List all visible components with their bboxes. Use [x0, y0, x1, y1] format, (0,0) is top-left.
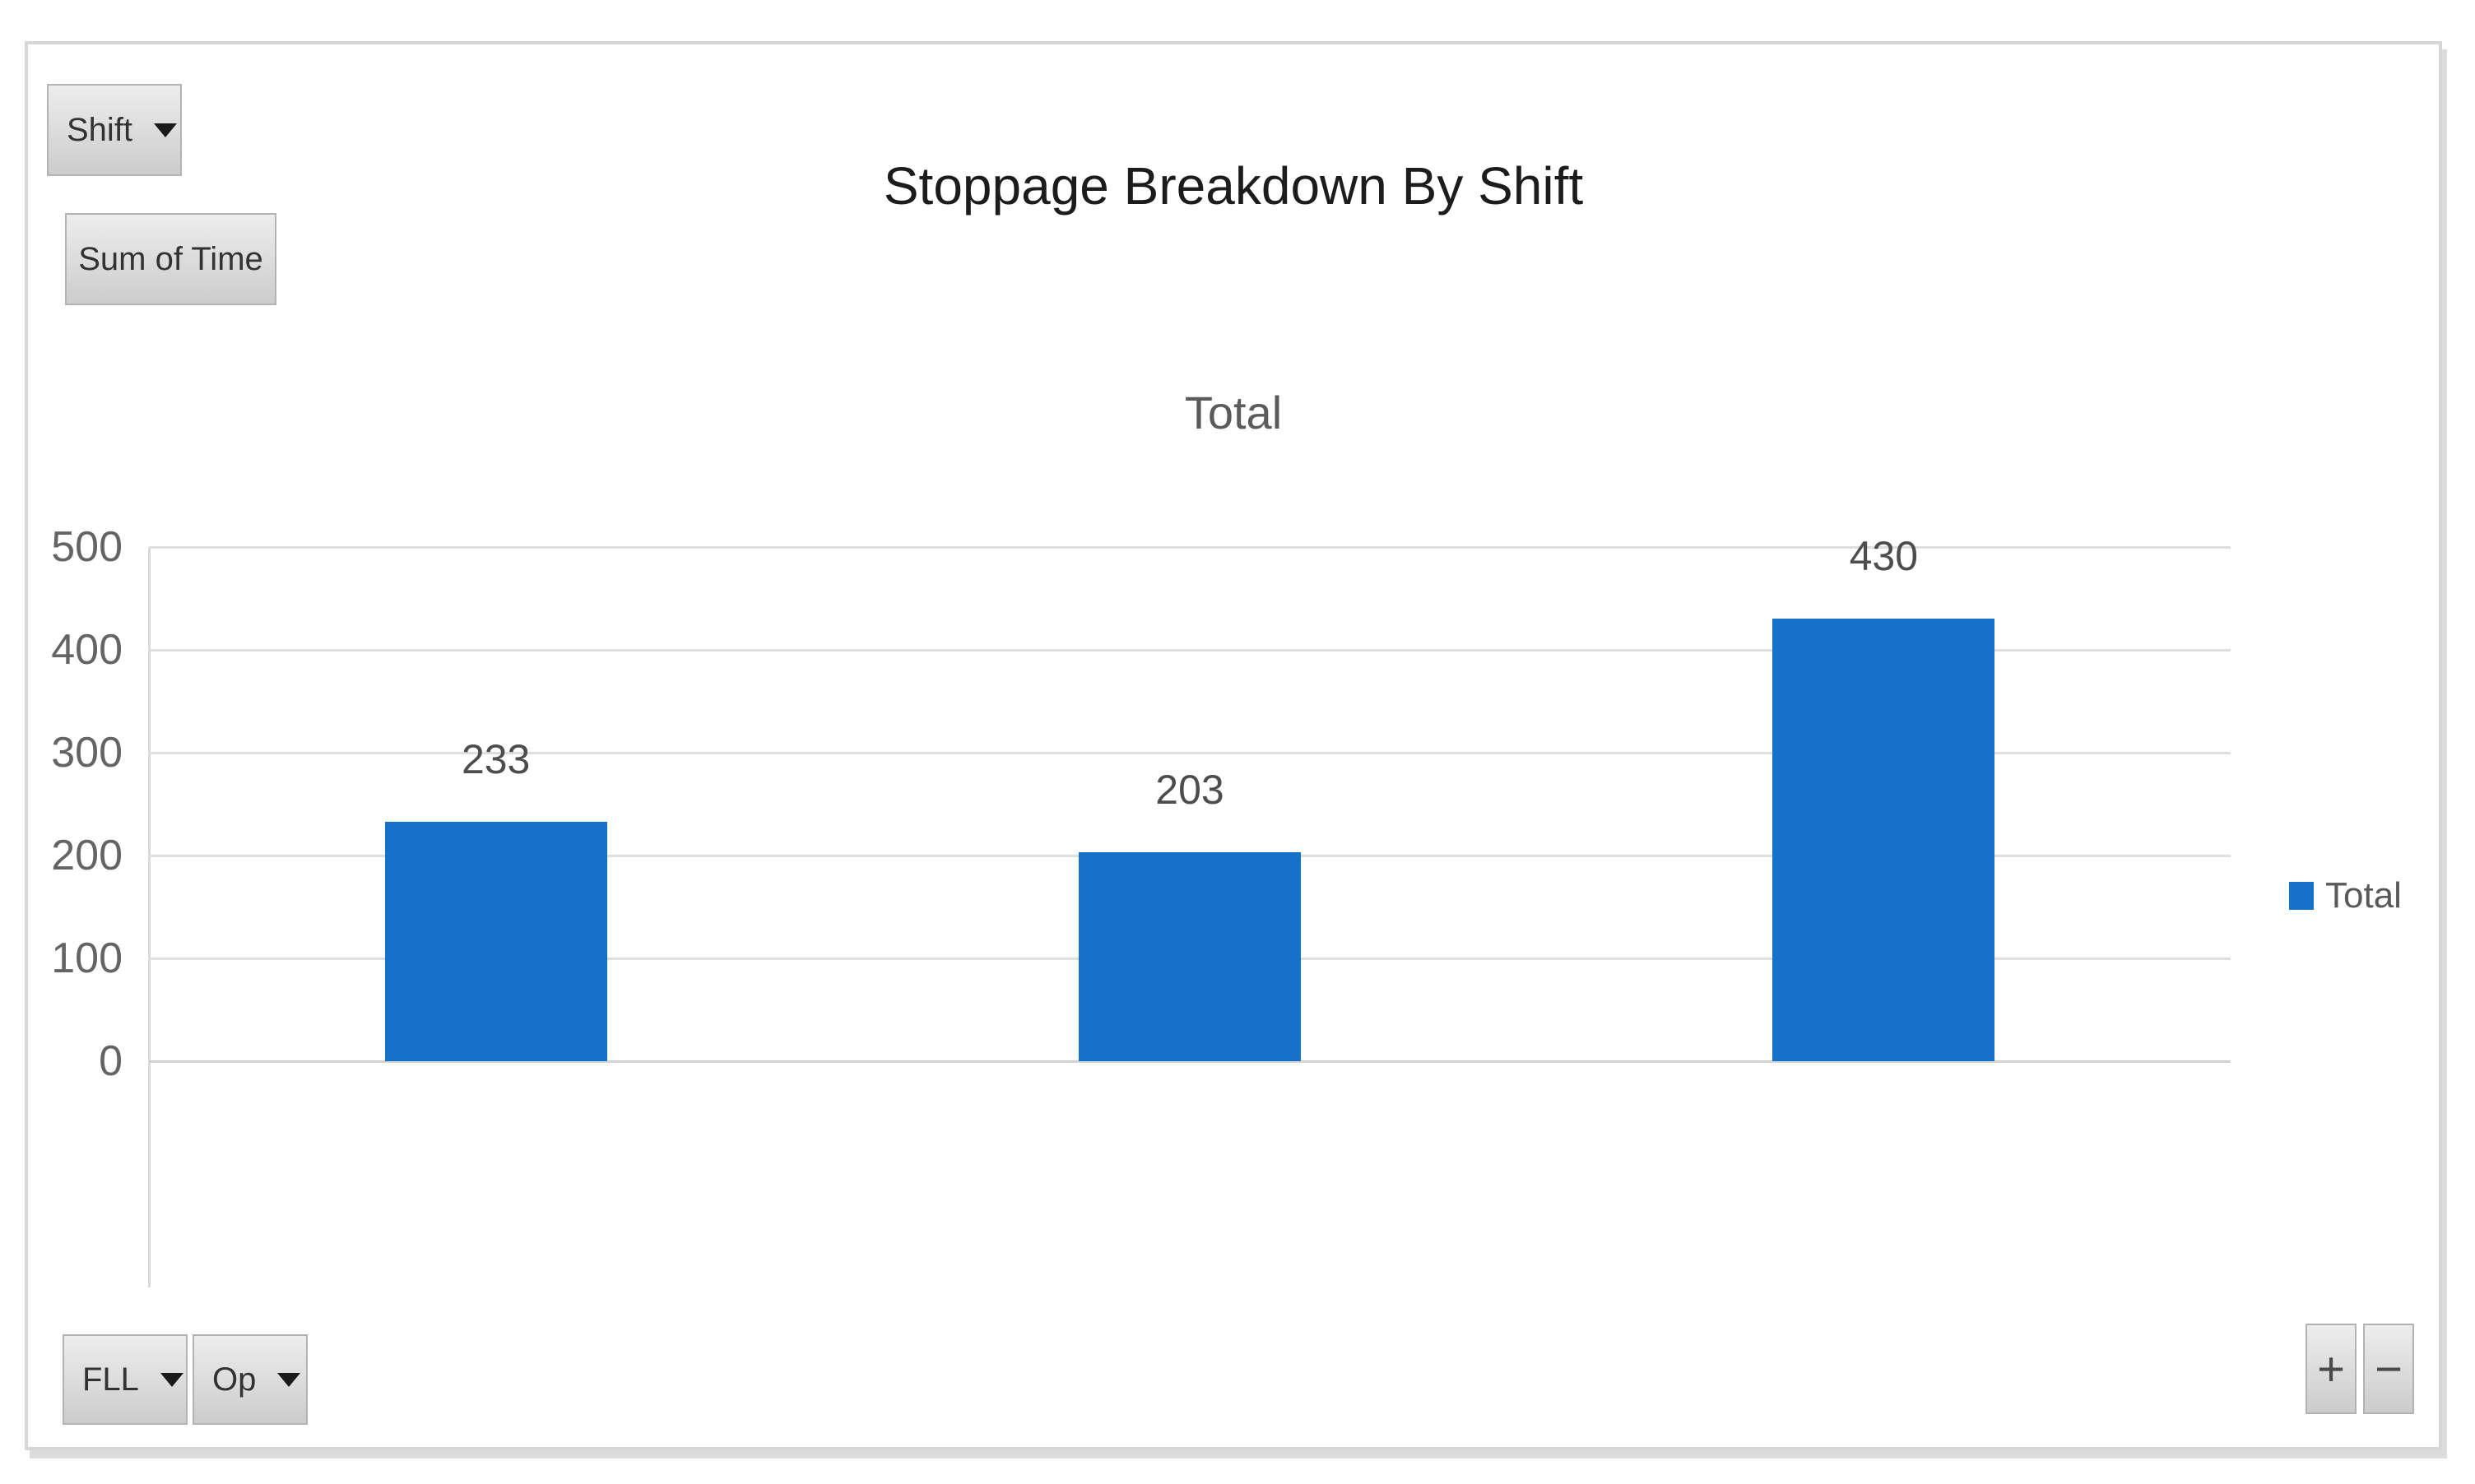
bar-series-total-0[interactable] [385, 822, 607, 1061]
y-axis-tick-label: 200 [51, 832, 123, 879]
legend-marker-icon [2289, 882, 2314, 910]
y-axis-tick-label: 400 [51, 626, 123, 674]
legend-label: Total [2325, 875, 2402, 916]
value-field-label: Sum of Time [78, 240, 263, 277]
bar-series-total-2[interactable] [1772, 619, 1994, 1061]
y-axis-tick-label: 0 [99, 1037, 123, 1085]
data-label: 233 [461, 736, 531, 782]
dropdown-arrow-icon [154, 123, 178, 137]
y-axis-tick-label: 500 [51, 523, 123, 571]
gridline [149, 1060, 2231, 1063]
y-axis-tick-label: 300 [51, 729, 123, 777]
expand-field-button[interactable]: + [2306, 1324, 2357, 1414]
value-field-button-sum-of-time[interactable]: Sum of Time [65, 213, 276, 305]
filter-field-label: FLL [82, 1361, 139, 1398]
dropdown-arrow-icon [160, 1372, 183, 1387]
legend[interactable]: Total [2289, 875, 2402, 916]
filter-field-button-fll[interactable]: FLL [63, 1334, 188, 1425]
chart-subtitle: Total [1184, 387, 1283, 438]
dropdown-arrow-icon [277, 1372, 301, 1387]
axis-field-button-shift[interactable]: Shift [47, 84, 182, 176]
gridline [149, 752, 2231, 754]
data-label: 203 [1155, 767, 1224, 813]
bar-series-total-1[interactable] [1079, 852, 1301, 1061]
data-label: 430 [1849, 533, 1919, 579]
value-axis-line [148, 547, 151, 1287]
gridline [149, 546, 2231, 549]
chart-title: Stoppage Breakdown By Shift [883, 156, 1584, 216]
filter-field-button-op[interactable]: Op [193, 1334, 308, 1425]
filter-field-label: Op [212, 1361, 257, 1398]
y-axis-tick-label: 100 [51, 934, 123, 982]
axis-field-label: Shift [67, 111, 133, 148]
pivot-chart: Shift Sum of Time Stoppage Breakdown By … [25, 41, 2442, 1450]
collapse-field-button[interactable]: − [2363, 1324, 2414, 1414]
gridline [149, 649, 2231, 652]
